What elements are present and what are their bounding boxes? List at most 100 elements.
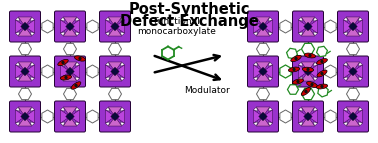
Polygon shape [75, 17, 79, 21]
Polygon shape [115, 65, 124, 78]
FancyBboxPatch shape [338, 11, 369, 42]
Ellipse shape [61, 61, 65, 64]
Polygon shape [301, 107, 314, 117]
Polygon shape [105, 110, 115, 123]
Polygon shape [70, 65, 79, 78]
Polygon shape [259, 67, 267, 76]
Polygon shape [108, 88, 121, 100]
Polygon shape [15, 62, 20, 66]
Polygon shape [325, 65, 336, 78]
Polygon shape [299, 122, 303, 126]
Polygon shape [302, 43, 314, 55]
Polygon shape [115, 20, 124, 33]
Ellipse shape [78, 57, 82, 60]
Polygon shape [120, 77, 124, 81]
Polygon shape [299, 17, 303, 21]
Polygon shape [353, 20, 363, 33]
Polygon shape [346, 72, 359, 81]
Polygon shape [21, 67, 29, 76]
Ellipse shape [291, 55, 301, 62]
Polygon shape [299, 20, 308, 33]
Text: Functional
monocarboxylate: Functional monocarboxylate [138, 17, 217, 36]
Polygon shape [64, 26, 77, 36]
Polygon shape [358, 17, 363, 21]
Polygon shape [304, 67, 312, 76]
Polygon shape [313, 62, 318, 66]
Polygon shape [263, 110, 273, 123]
Polygon shape [19, 26, 32, 36]
Polygon shape [254, 17, 258, 21]
Polygon shape [30, 122, 34, 126]
Polygon shape [280, 65, 291, 78]
Polygon shape [120, 17, 124, 21]
Polygon shape [280, 20, 291, 33]
Polygon shape [75, 77, 79, 81]
Polygon shape [288, 85, 299, 94]
Polygon shape [15, 20, 25, 33]
Polygon shape [254, 110, 263, 123]
FancyBboxPatch shape [293, 56, 324, 87]
Polygon shape [256, 107, 270, 117]
Polygon shape [64, 107, 77, 117]
Polygon shape [105, 17, 110, 21]
Ellipse shape [296, 80, 300, 83]
Polygon shape [19, 43, 31, 55]
Polygon shape [358, 122, 363, 126]
Polygon shape [66, 67, 74, 76]
Polygon shape [301, 26, 314, 36]
Polygon shape [30, 32, 34, 36]
Polygon shape [111, 112, 119, 121]
Ellipse shape [74, 56, 85, 61]
FancyBboxPatch shape [54, 56, 85, 87]
Polygon shape [42, 65, 53, 78]
Polygon shape [21, 22, 29, 31]
FancyArrowPatch shape [155, 56, 220, 80]
Polygon shape [108, 62, 122, 72]
Polygon shape [19, 17, 32, 26]
Polygon shape [108, 17, 122, 26]
FancyBboxPatch shape [338, 101, 369, 132]
Polygon shape [25, 65, 34, 78]
Polygon shape [120, 122, 124, 126]
Polygon shape [64, 117, 77, 126]
Polygon shape [105, 107, 110, 111]
Polygon shape [15, 32, 20, 36]
Polygon shape [268, 107, 273, 111]
Polygon shape [19, 88, 31, 100]
Polygon shape [349, 67, 357, 76]
Polygon shape [325, 20, 336, 33]
Polygon shape [358, 62, 363, 66]
Ellipse shape [310, 83, 314, 86]
Polygon shape [346, 17, 359, 26]
Polygon shape [353, 110, 363, 123]
Ellipse shape [71, 82, 81, 89]
Polygon shape [254, 65, 263, 78]
Polygon shape [19, 62, 32, 72]
Ellipse shape [320, 60, 324, 63]
Polygon shape [111, 67, 119, 76]
Polygon shape [66, 112, 74, 121]
Polygon shape [268, 62, 273, 66]
Polygon shape [257, 88, 270, 100]
FancyBboxPatch shape [293, 11, 324, 42]
Polygon shape [299, 62, 303, 66]
FancyBboxPatch shape [9, 101, 40, 132]
Polygon shape [347, 88, 359, 100]
Polygon shape [70, 110, 79, 123]
Polygon shape [344, 32, 348, 36]
Ellipse shape [301, 88, 311, 96]
Polygon shape [313, 122, 318, 126]
Polygon shape [344, 110, 353, 123]
Polygon shape [108, 72, 122, 81]
Polygon shape [60, 32, 65, 36]
FancyBboxPatch shape [54, 101, 85, 132]
Ellipse shape [320, 85, 324, 88]
Polygon shape [15, 17, 20, 21]
Polygon shape [66, 22, 74, 31]
Polygon shape [115, 110, 124, 123]
Polygon shape [87, 110, 98, 123]
Polygon shape [268, 17, 273, 21]
Polygon shape [256, 62, 270, 72]
Ellipse shape [317, 70, 327, 77]
Polygon shape [15, 107, 20, 111]
